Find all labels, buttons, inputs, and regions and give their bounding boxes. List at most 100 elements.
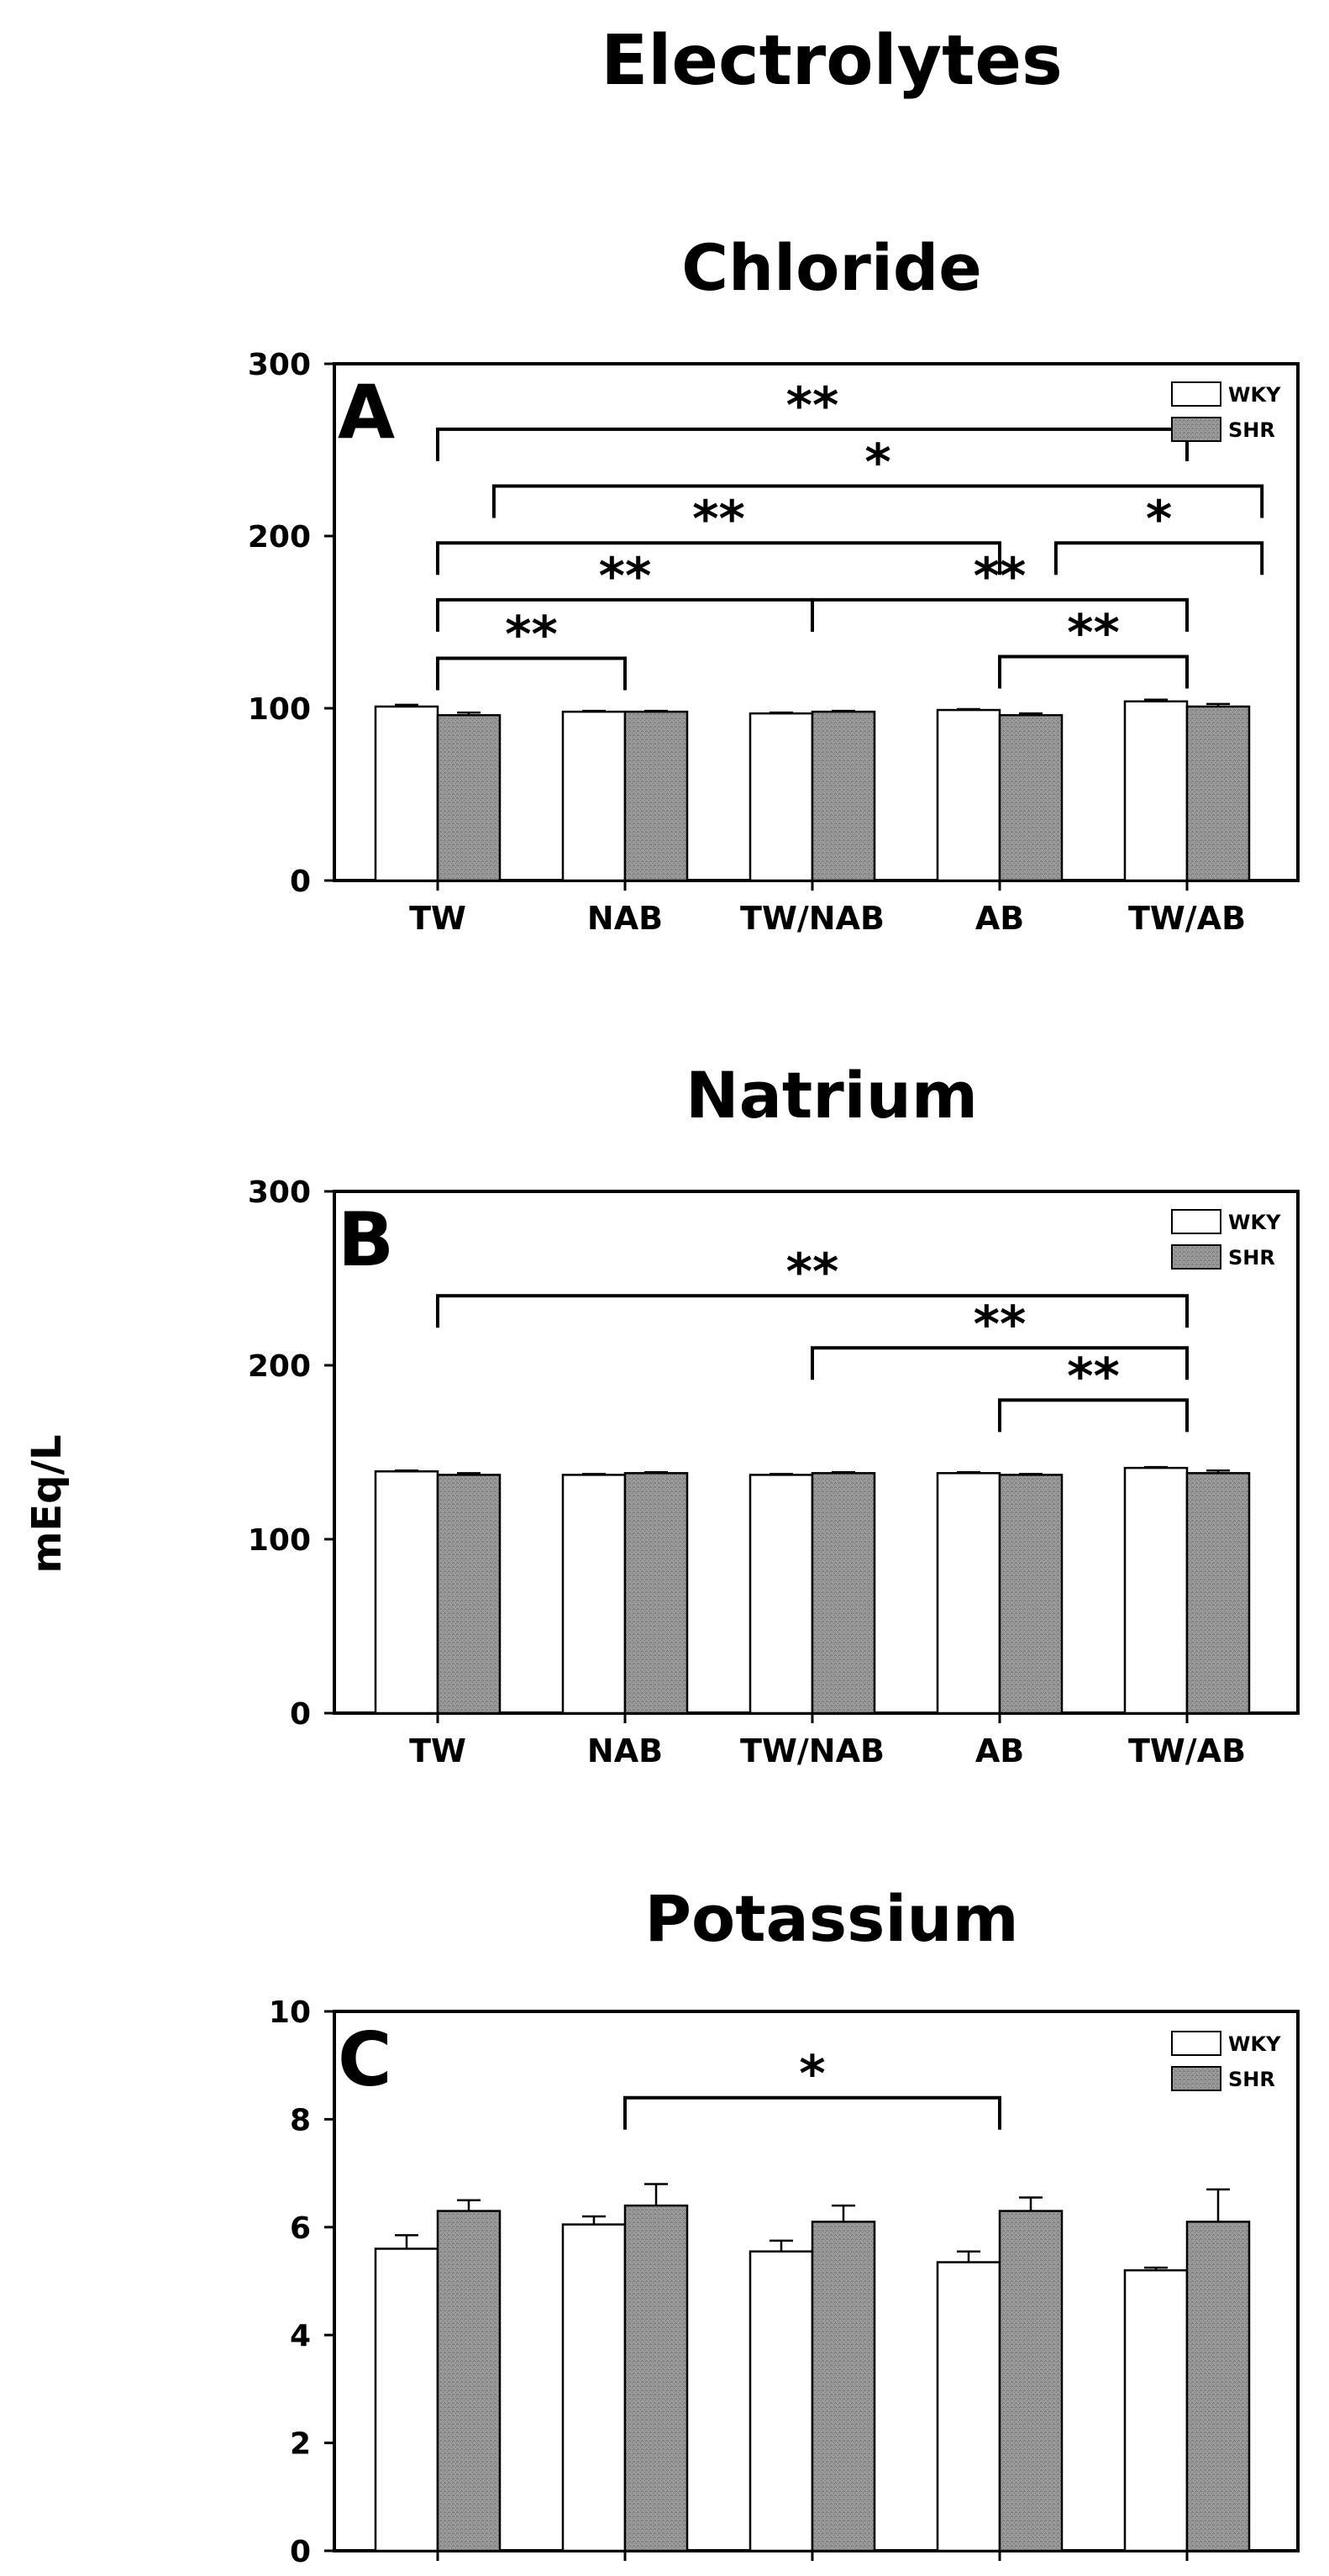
significance-bracket [623, 2095, 1001, 2130]
y-tick-label: 100 [248, 1523, 311, 1558]
bar-wky [374, 2247, 439, 2552]
bars [374, 1465, 1251, 1715]
significance-label: * [1146, 490, 1172, 549]
bar-shr [811, 1472, 876, 1715]
chart-title: Chloride [681, 230, 982, 305]
x-tick-label: NAB [587, 1732, 663, 1769]
legend: WKY SHR [1171, 1209, 1281, 1270]
legend-swatch-wky [1171, 381, 1221, 407]
y-tick-label: 8 [290, 2103, 311, 2137]
x-tick-label: TW/NAB [740, 1732, 885, 1769]
x-tick-label: AB [975, 900, 1024, 937]
significance-label: ** [692, 490, 745, 549]
significance-label: ** [974, 547, 1027, 606]
bar-shr [811, 710, 876, 882]
y-tick-label: 300 [248, 348, 311, 382]
significance-bracket [998, 1398, 1189, 1433]
y-tick-label: 0 [290, 1697, 311, 1732]
significance-bracket [491, 484, 1264, 518]
shared-y-axis-label: mEq/L [24, 1434, 71, 1573]
bar-shr [811, 2221, 876, 2552]
y-axis: 0 2 4 6 8 10 [269, 1995, 334, 2569]
x-axis: TW NAB TW/NAB AB TW/AB [409, 881, 1246, 937]
x-tick-label: NAB [587, 900, 663, 937]
x-axis: TW NAB TW/NAB AB TW/AB [409, 1713, 1246, 1769]
bar-wky [374, 1470, 439, 1715]
significance-label: * [864, 434, 890, 492]
legend-swatch-shr [1171, 1244, 1221, 1270]
bar-wky [1123, 1466, 1189, 1715]
legend: WKY SHR [1171, 381, 1281, 442]
y-tick-label: 10 [269, 1995, 311, 2030]
significance-label: ** [974, 1295, 1027, 1354]
bar-wky [749, 2250, 814, 2552]
legend-label-shr: SHR [1228, 1246, 1275, 1270]
bar-shr [436, 1474, 502, 1715]
x-tick-label: NAB [587, 2570, 663, 2576]
significance-label: ** [599, 547, 652, 606]
bar-shr [998, 2210, 1064, 2552]
bar-wky [561, 2223, 627, 2552]
bar-wky [374, 705, 439, 882]
y-axis: 0 100 200 300 [248, 1175, 334, 1732]
significance-bracket [811, 597, 1189, 632]
x-tick-label: TW/AB [1128, 900, 1246, 937]
bar-wky [1123, 2268, 1189, 2552]
significance-label: ** [505, 606, 558, 665]
y-tick-label: 300 [248, 1175, 311, 1210]
legend-label-wky: WKY [1228, 383, 1281, 407]
bar-wky [749, 712, 814, 882]
y-tick-label: 0 [290, 865, 311, 899]
x-tick-label: AB [975, 1732, 1024, 1769]
x-tick-label: TW [409, 2570, 466, 2576]
legend-swatch-wky [1171, 1209, 1221, 1234]
legend: WKY SHR [1171, 2031, 1281, 2091]
panel-letter: A [338, 369, 395, 455]
significance-bracket [1053, 541, 1264, 576]
significance-bracket [436, 1294, 1189, 1328]
legend-label-wky: WKY [1228, 2032, 1281, 2056]
significance-bracket [998, 655, 1189, 689]
significance-bracket [436, 656, 627, 691]
significance-brackets: ** ** ** [436, 1243, 1189, 1433]
significance-bracket [436, 541, 1001, 576]
y-tick-label: 6 [290, 2211, 311, 2246]
bar-shr [623, 710, 689, 882]
y-tick-label: 4 [290, 2319, 311, 2353]
significance-bracket [811, 1346, 1189, 1380]
y-axis: 0 100 200 300 [248, 348, 334, 899]
bar-shr [1185, 705, 1251, 882]
x-tick-label: TW [409, 1732, 466, 1769]
significance-label: ** [786, 1243, 839, 1301]
bar-shr [998, 1474, 1064, 1715]
x-axis: TW NAB TW/NAB AB TW/AB [409, 2551, 1246, 2576]
chart-title: Natrium [686, 1058, 978, 1133]
bar-shr [1185, 1472, 1251, 1715]
x-tick-label: TW/NAB [740, 900, 885, 937]
bar-shr [436, 2210, 502, 2552]
chart-title: Potassium [644, 1881, 1018, 1956]
y-tick-label: 200 [248, 520, 311, 555]
bar-wky [936, 708, 1001, 882]
x-tick-label: TW/AB [1128, 1732, 1246, 1769]
bar-wky [936, 1472, 1001, 1715]
y-tick-label: 100 [248, 692, 311, 727]
bar-shr [623, 2204, 689, 2552]
significance-brackets: * [623, 2045, 1001, 2130]
bar-shr [436, 713, 502, 882]
panel-potassium: Potassium C 0 2 4 6 8 10 TW NAB TW/NAB AB TW/AB *… [269, 1881, 1300, 2576]
significance-label: * [799, 2045, 825, 2104]
significance-label: ** [786, 376, 839, 435]
bar-wky [561, 1474, 627, 1715]
bar-shr [1185, 2221, 1251, 2552]
significance-label: ** [1067, 1347, 1120, 1406]
legend-swatch-shr [1171, 2066, 1221, 2091]
x-tick-label: TW [409, 900, 466, 937]
panel-chloride: Chloride A 0 100 200 300 TW NAB TW/NAB AB TW/AB… [248, 230, 1300, 937]
bar-shr [998, 713, 1064, 882]
bar-wky [749, 1474, 814, 1715]
legend-label-shr: SHR [1228, 2068, 1275, 2091]
x-tick-label: TW/AB [1128, 2570, 1246, 2576]
